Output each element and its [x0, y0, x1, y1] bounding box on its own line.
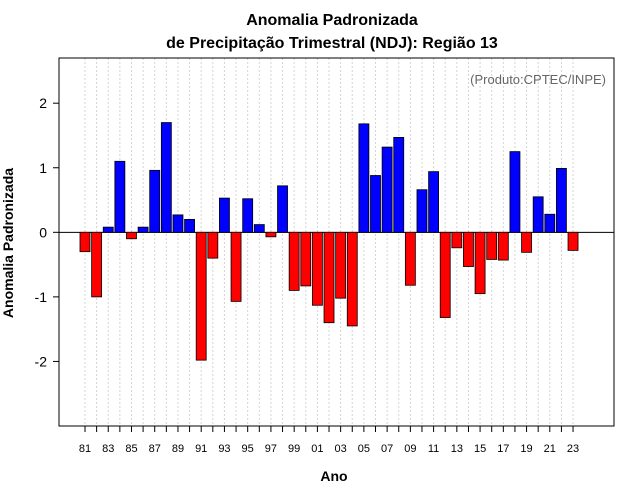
x-tick-label: 11 [428, 443, 439, 455]
x-tick-label: 97 [265, 443, 277, 455]
bar-00 [300, 231, 312, 287]
bar-81 [79, 231, 91, 253]
bar-86 [137, 226, 149, 233]
bar-95 [242, 198, 254, 233]
bar-02 [323, 231, 335, 324]
x-tick-label: 13 [451, 443, 463, 455]
y-axis: -2 -1 0 1 2 [35, 95, 59, 369]
bar-07 [381, 146, 393, 233]
bar-18 [509, 151, 521, 233]
x-tick-label: 07 [381, 443, 393, 455]
x-tick-label: 09 [404, 443, 416, 455]
x-tick-label: 87 [149, 443, 161, 455]
bar-87 [149, 169, 161, 233]
bar-04 [346, 231, 358, 327]
bar-13 [451, 231, 463, 249]
bar-98 [277, 185, 288, 233]
bar-10 [416, 189, 428, 233]
bar-23 [567, 231, 579, 251]
bar-99 [288, 231, 300, 291]
bar-92 [207, 231, 219, 259]
bar-03 [335, 231, 347, 299]
chart-title: Anomalia Padronizada [246, 12, 418, 29]
x-tick-label: 21 [544, 443, 556, 455]
bar-20 [532, 196, 544, 233]
bar-01 [311, 231, 323, 306]
bar-19 [521, 231, 532, 253]
x-tick-label: 01 [311, 443, 323, 455]
bar-22 [556, 167, 567, 233]
x-tick-label: 19 [520, 443, 532, 455]
bar-06 [370, 175, 381, 233]
bar-12 [439, 231, 451, 318]
x-tick-label: 17 [497, 443, 509, 455]
bar-84 [114, 160, 126, 233]
bar-93 [219, 197, 230, 233]
bar-15 [474, 231, 486, 295]
bar-88 [160, 122, 172, 233]
x-tick-label: 15 [474, 443, 486, 455]
x-axis-label: Ano [320, 468, 347, 484]
y-tick-label: -2 [35, 353, 48, 369]
x-tick-label: 03 [335, 443, 347, 455]
y-tick-label: 2 [39, 95, 47, 111]
bar-90 [184, 219, 195, 233]
y-tick-label: 0 [39, 224, 47, 240]
bar-94 [230, 231, 242, 302]
bar-85 [126, 231, 137, 240]
credit-text: (Produto:CPTEC/INPE) [470, 72, 606, 87]
x-tick-label: 83 [102, 443, 114, 455]
bar-16 [486, 231, 498, 260]
chart-subtitle: de Precipitação Trimestral (NDJ): Região… [166, 35, 498, 52]
bars [79, 122, 579, 361]
bar-05 [358, 123, 370, 233]
plot-frame [58, 57, 615, 427]
x-tick-label: 23 [567, 443, 579, 455]
x-tick-label: 85 [125, 443, 137, 455]
y-tick-label: -1 [35, 289, 48, 305]
y-axis-label: Anomalia Padronizada [0, 168, 16, 318]
x-axis: 81 83 85 87 89 91 93 95 97 99 01 03 05 07 09 11 13 15 17 19… [79, 426, 579, 455]
x-tick-label: 95 [242, 443, 254, 455]
bar-82 [91, 231, 103, 298]
bar-17 [497, 231, 509, 261]
bar-89 [172, 214, 184, 233]
bar-83 [102, 226, 114, 233]
x-tick-label: 99 [288, 443, 300, 455]
x-tick-label: 81 [79, 443, 91, 455]
x-tick-label: 93 [218, 443, 230, 455]
bar-21 [544, 213, 556, 233]
bar-14 [463, 231, 474, 267]
bar-09 [404, 231, 416, 286]
bar-91 [195, 231, 207, 361]
x-tick-label: 91 [195, 443, 207, 455]
bar-11 [428, 171, 440, 233]
x-tick-label: 05 [358, 443, 370, 455]
bar-08 [393, 137, 405, 233]
x-tick-label: 89 [172, 443, 184, 455]
bar-96 [253, 224, 265, 233]
y-tick-label: 1 [39, 160, 47, 176]
bar-97 [265, 231, 277, 238]
